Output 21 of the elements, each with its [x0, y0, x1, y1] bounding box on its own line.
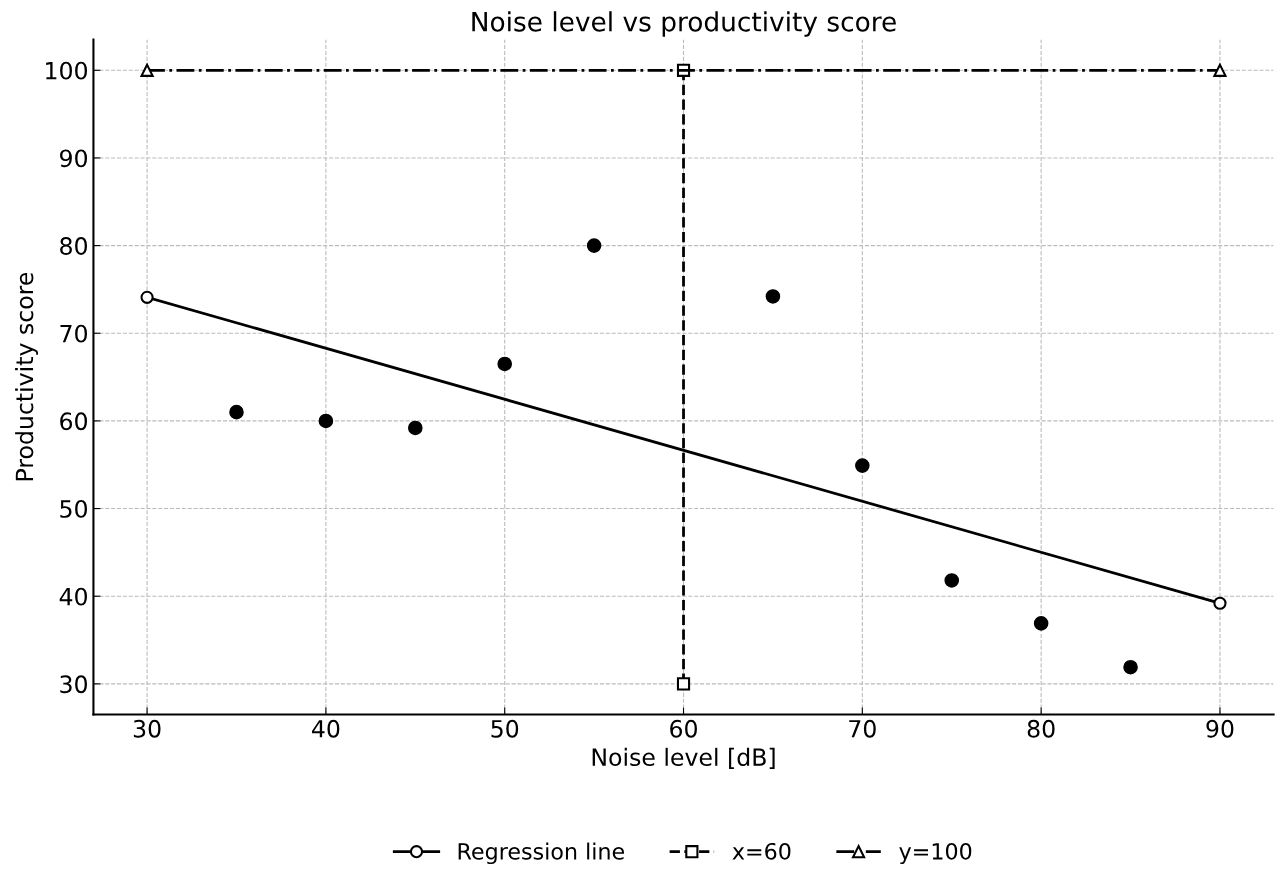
y-tick-label: 80 — [60, 237, 88, 255]
x-tick-label: 60 — [670, 719, 697, 738]
legend-label: x=60 — [732, 842, 791, 860]
x-tick-label: 40 — [312, 719, 340, 738]
y-tick-label: 90 — [60, 149, 88, 168]
y-axis-title: Productivity score — [15, 272, 38, 481]
y-tick-label: 40 — [59, 587, 88, 606]
y-tick-label: 50 — [60, 500, 88, 518]
y-tick-label: 30 — [60, 675, 88, 694]
x-tick-label: 70 — [849, 719, 876, 738]
x-tick-label: 30 — [133, 719, 161, 738]
y-tick-label: 70 — [60, 324, 88, 343]
chart-title: Noise level vs productivity score — [472, 11, 896, 37]
legend-label: y=100 — [899, 842, 972, 865]
x-tick-label: 90 — [1206, 719, 1234, 738]
x-tick-label: 50 — [491, 719, 519, 738]
y-tick-label: 100 — [46, 61, 88, 80]
legend-label: Regression line — [458, 842, 625, 865]
x-axis-title: Noise level [dB] — [592, 747, 775, 769]
x-tick-label: 80 — [1027, 719, 1055, 738]
y-tick-label: 60 — [60, 412, 88, 431]
